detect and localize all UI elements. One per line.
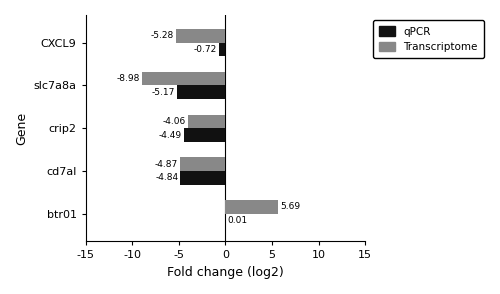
Bar: [218, 43, 226, 56]
Text: -4.49: -4.49: [158, 131, 182, 140]
Text: -4.06: -4.06: [162, 117, 186, 126]
X-axis label: Fold change (log2): Fold change (log2): [167, 266, 284, 279]
Text: -5.28: -5.28: [151, 31, 174, 41]
Y-axis label: Gene: Gene: [15, 112, 28, 145]
Bar: [226, 200, 278, 214]
Bar: [184, 128, 226, 142]
Text: -4.84: -4.84: [156, 173, 178, 182]
Text: 5.69: 5.69: [280, 202, 300, 211]
Bar: [177, 86, 226, 99]
Text: -0.72: -0.72: [194, 45, 217, 54]
Text: -8.98: -8.98: [116, 74, 140, 83]
Text: 0.01: 0.01: [228, 216, 248, 225]
Text: -4.87: -4.87: [155, 160, 178, 168]
Bar: [188, 115, 226, 128]
Bar: [180, 171, 226, 185]
Legend: qPCR, Transcriptome: qPCR, Transcriptome: [373, 20, 484, 59]
Bar: [176, 29, 226, 43]
Bar: [142, 72, 226, 86]
Text: -5.17: -5.17: [152, 88, 176, 97]
Bar: [180, 157, 226, 171]
